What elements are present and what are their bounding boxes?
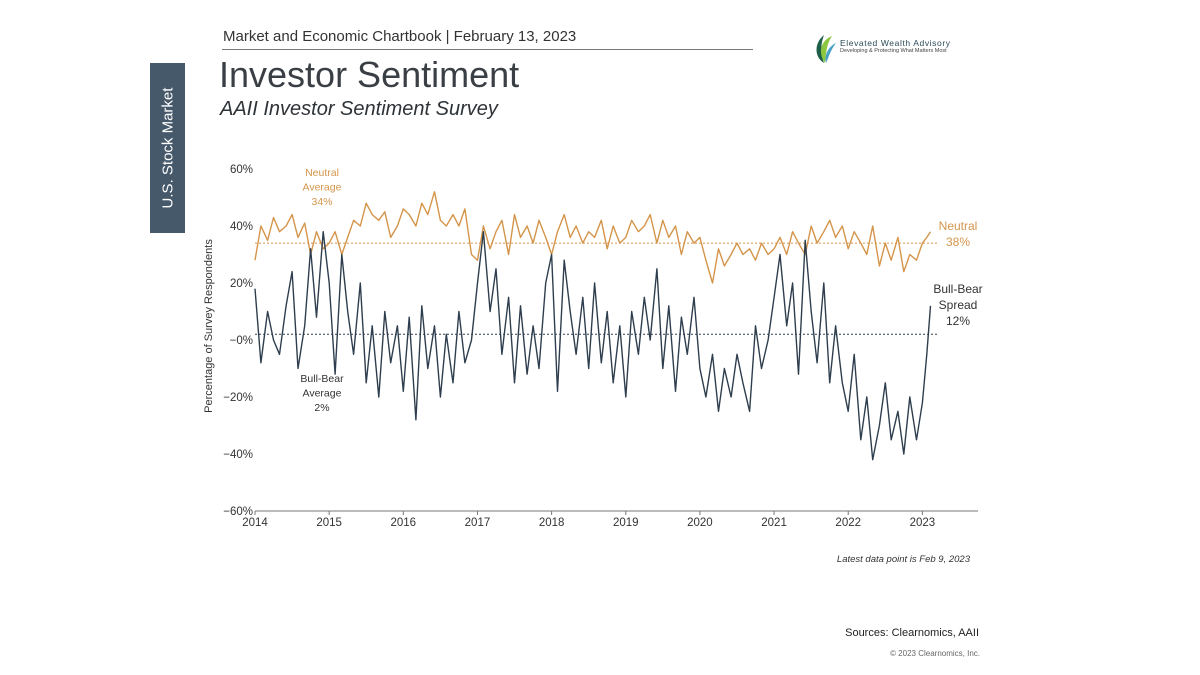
spread-average-label: Average [303, 388, 342, 400]
x-tick-label: 2023 [910, 517, 936, 529]
brand-logo: Elevated Wealth Advisory Developing & Pr… [812, 33, 972, 65]
spread-series-line [254, 230, 932, 461]
x-tick-label: 2021 [761, 517, 787, 529]
neutral-average-label: 34% [311, 196, 332, 208]
x-tick-label: 2014 [242, 517, 268, 529]
header-divider [222, 49, 753, 50]
leaf-logo-icon [816, 35, 836, 63]
x-tick-label: 2016 [391, 517, 417, 529]
latest-data-note: Latest data point is Feb 9, 2023 [836, 554, 970, 565]
neutral-latest-label: 38% [946, 235, 970, 249]
sources-text: Sources: Clearnomics, AAII [845, 627, 979, 639]
copyright-text: © 2023 Clearnomics, Inc. [890, 649, 980, 658]
logo-tagline: Developing & Protecting What Matters Mos… [840, 48, 947, 54]
neutral-average-label: Neutral [305, 167, 339, 179]
y-tick-label: −40% [223, 449, 253, 461]
logo-name: Elevated Wealth Advisory [840, 38, 951, 48]
spread-average-label: Bull-Bear [300, 373, 344, 385]
y-tick-label: 40% [230, 221, 253, 233]
spread-average-label: 2% [314, 402, 329, 414]
y-tick-label: 60% [230, 164, 253, 176]
y-tick-label: −0% [230, 335, 253, 347]
page-subtitle: AAII Investor Sentiment Survey [220, 98, 498, 120]
page-title: Investor Sentiment [219, 54, 520, 95]
y-tick-label: −20% [223, 392, 253, 404]
spread-latest-label: 12% [946, 314, 970, 328]
y-tick-label: 20% [230, 278, 253, 290]
neutral-latest-label: Neutral [939, 219, 978, 233]
x-tick-label: 2020 [687, 517, 713, 529]
neutral-average-label: Average [303, 182, 342, 194]
x-tick-label: 2018 [539, 517, 565, 529]
neutral-series-line [254, 191, 932, 284]
section-tab: U.S. Stock Market [150, 63, 185, 233]
x-tick-label: 2019 [613, 517, 639, 529]
x-tick-label: 2017 [465, 517, 491, 529]
x-tick-label: 2022 [835, 517, 861, 529]
x-tick-label: 2015 [316, 517, 342, 529]
spread-latest-label: Bull-Bear [933, 282, 982, 296]
y-tick-label: −60% [223, 506, 253, 518]
spread-latest-label: Spread [939, 298, 978, 312]
chartbook-header: Market and Economic Chartbook | February… [223, 28, 577, 45]
